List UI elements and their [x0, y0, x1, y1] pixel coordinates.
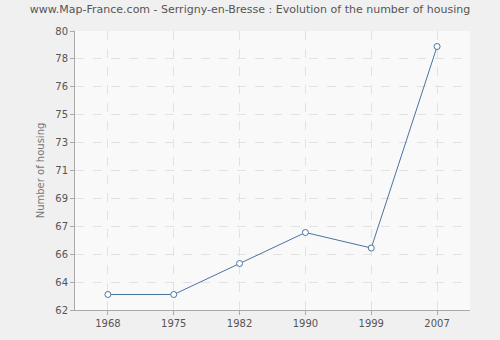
svg-text:75: 75: [55, 109, 68, 120]
svg-text:64: 64: [55, 277, 68, 288]
svg-text:67: 67: [55, 221, 68, 232]
svg-text:73: 73: [55, 137, 68, 148]
svg-text:66: 66: [55, 249, 68, 260]
svg-text:2007: 2007: [424, 318, 449, 329]
svg-text:76: 76: [55, 81, 68, 92]
svg-text:71: 71: [55, 165, 68, 176]
svg-text:62: 62: [55, 305, 68, 316]
svg-text:1968: 1968: [95, 318, 120, 329]
svg-text:80: 80: [55, 26, 68, 37]
svg-text:1999: 1999: [359, 318, 384, 329]
svg-text:1982: 1982: [227, 318, 252, 329]
svg-text:Number of housing: Number of housing: [35, 123, 46, 219]
svg-text:1990: 1990: [293, 318, 318, 329]
svg-text:78: 78: [55, 53, 68, 64]
svg-text:1975: 1975: [161, 318, 186, 329]
svg-text:69: 69: [55, 193, 68, 204]
svg-text:www.Map-France.com - Serrigny-: www.Map-France.com - Serrigny-en-Bresse …: [30, 3, 470, 16]
